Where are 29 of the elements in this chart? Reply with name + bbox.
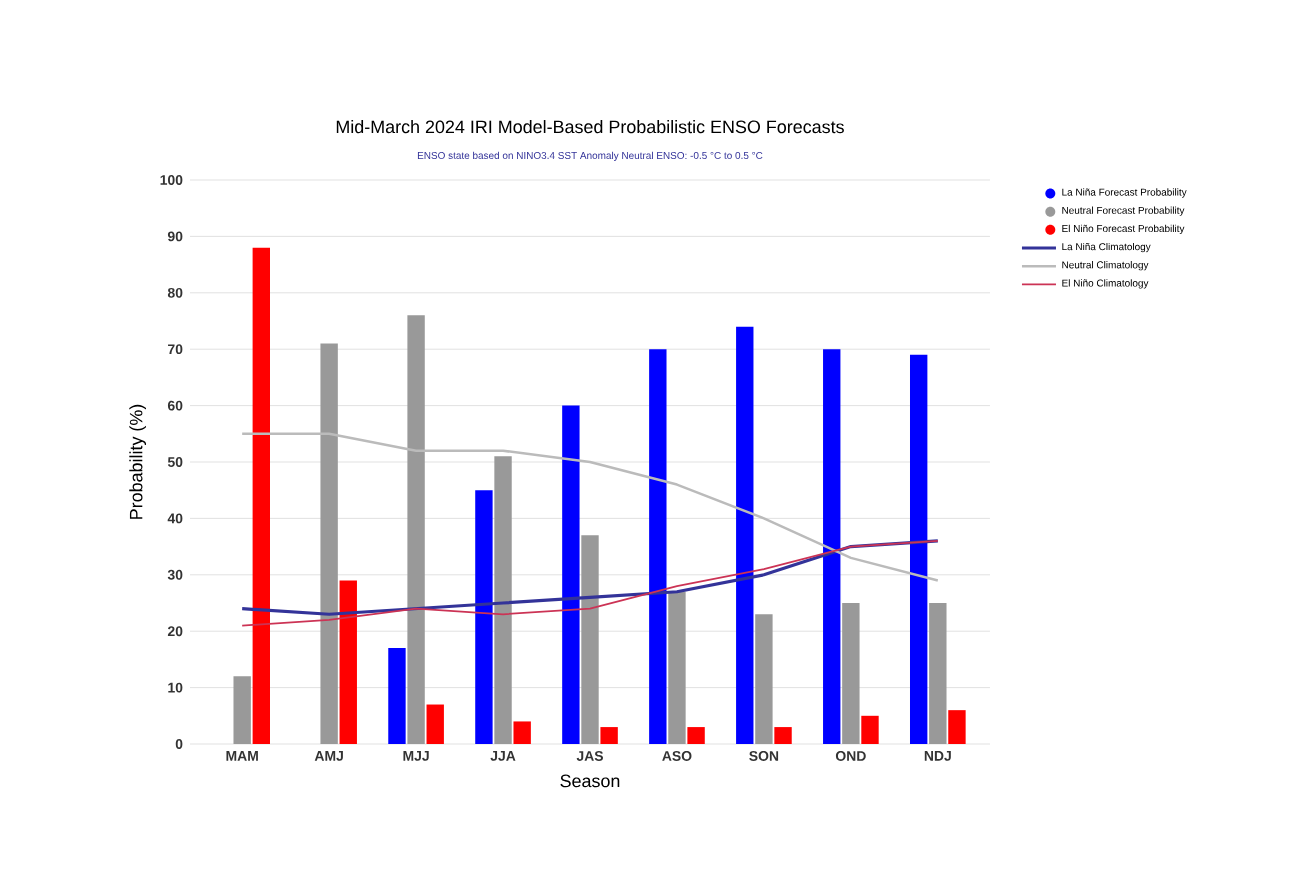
bar	[562, 405, 580, 744]
bar	[388, 648, 406, 744]
bar	[339, 580, 357, 744]
bar	[600, 727, 618, 744]
bar	[823, 349, 841, 744]
bar	[909, 354, 928, 744]
bar	[513, 721, 531, 744]
bar	[581, 535, 599, 744]
bar	[755, 614, 773, 744]
bar	[687, 727, 705, 744]
bar	[233, 676, 251, 744]
bar	[320, 343, 338, 744]
bar	[649, 349, 667, 744]
bar	[842, 603, 860, 744]
line-series	[240, 432, 940, 582]
bar	[494, 456, 512, 744]
x-axis-title: Season	[560, 774, 620, 788]
bar	[929, 603, 947, 744]
bar	[668, 591, 686, 744]
bar	[736, 326, 754, 744]
chart-title: Mid-March 2024 IRI Model-Based Probabilistic ENSO Forecasts	[336, 120, 844, 134]
bar	[774, 727, 792, 744]
bar	[948, 710, 966, 744]
bar	[861, 715, 879, 744]
bar	[252, 247, 270, 744]
bar	[475, 490, 493, 744]
bar	[426, 704, 444, 744]
y-axis-title: Probability (%)	[129, 404, 147, 519]
bar	[407, 315, 425, 744]
